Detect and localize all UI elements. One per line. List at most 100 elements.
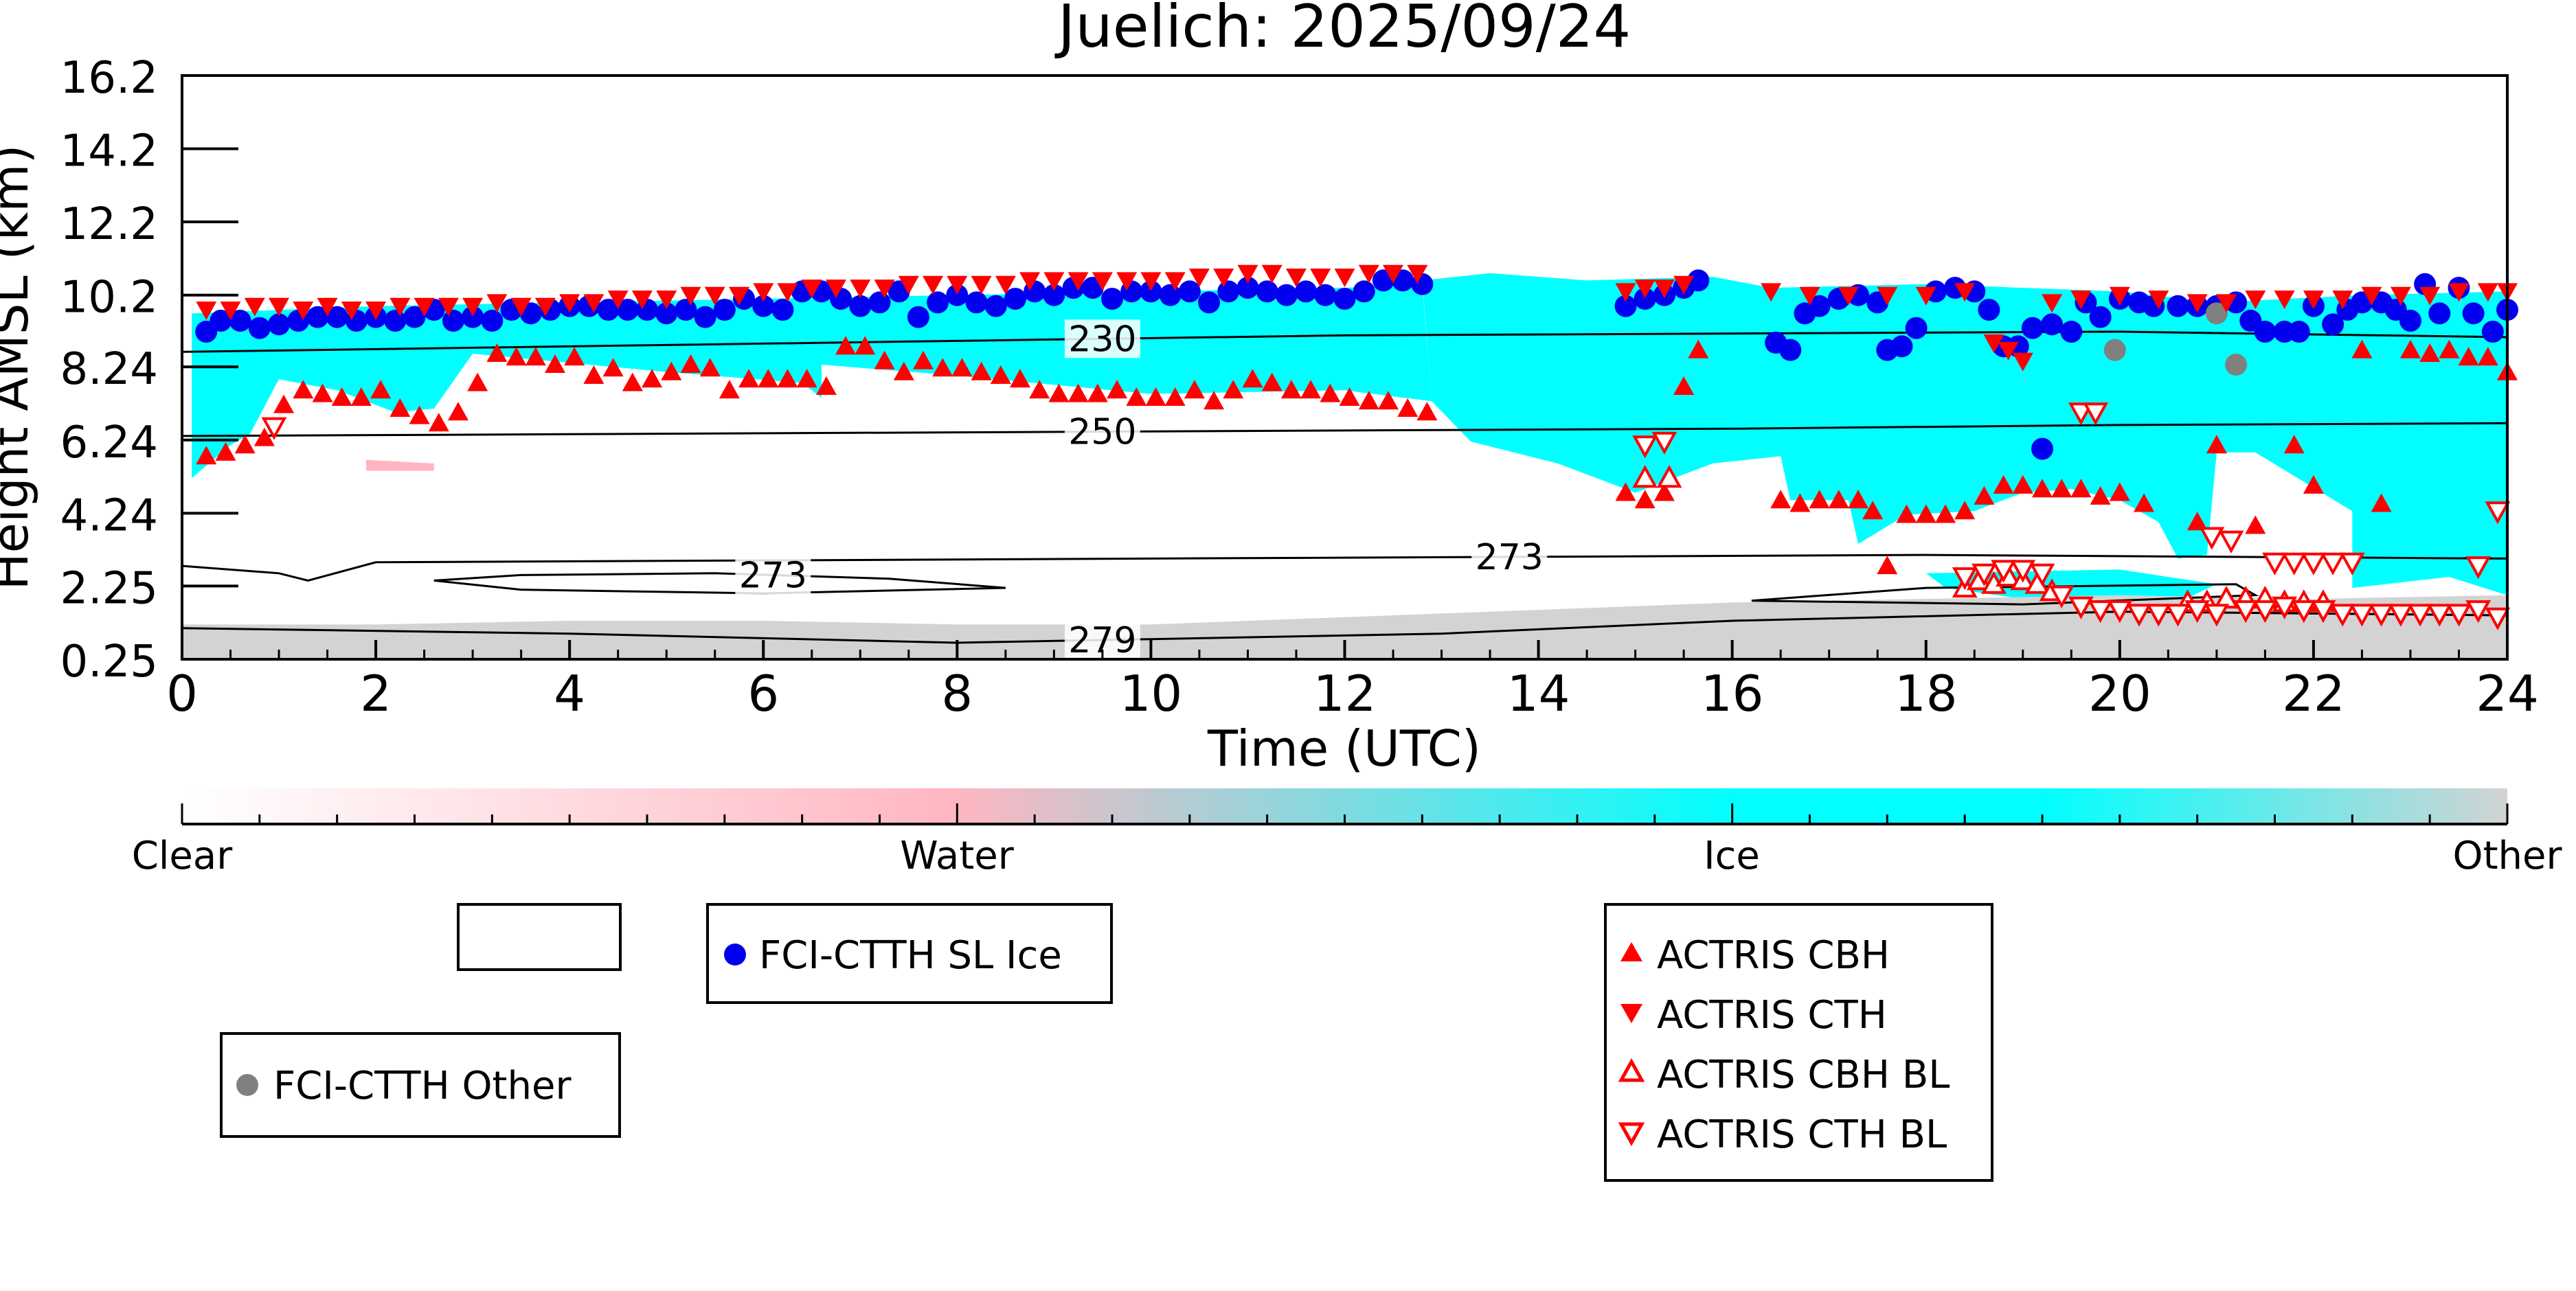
contour-label-3: 273 — [739, 555, 807, 596]
marker-actris-cbh-30 — [777, 369, 798, 388]
marker-actris-cth-bl-11 — [2107, 600, 2133, 624]
marker-actris-cth-bl-6 — [2010, 560, 2036, 583]
contour-line-5 — [182, 610, 2507, 644]
marker-actris-cbh-79 — [1954, 501, 1976, 520]
marker-fci-ctth-sl-ice-1 — [210, 310, 232, 332]
marker-actris-cbh-49 — [1145, 387, 1166, 406]
marker-actris-cth-bl-22 — [2329, 604, 2355, 627]
marker-actris-cth-bl-20 — [2291, 600, 2317, 624]
marker-actris-cth-21 — [704, 286, 725, 306]
marker-actris-cth-bl-38 — [2281, 552, 2307, 575]
marker-fci-ctth-sl-ice-2 — [229, 310, 251, 332]
marker-actris-cth-32 — [971, 275, 992, 295]
marker-fci-ctth-sl-ice-68 — [1687, 269, 1710, 292]
marker-actris-cth-16 — [583, 294, 605, 313]
y-tick-label-5: 10.2 — [60, 273, 159, 323]
marker-actris-cth-58 — [1877, 286, 1898, 306]
marker-actris-cbh-31 — [796, 369, 817, 388]
marker-actris-cth-12 — [486, 294, 508, 313]
legend-entry-actris-cth: ACTRIS CTH — [1657, 993, 1887, 1038]
marker-actris-cth-43 — [1237, 264, 1258, 284]
marker-actris-cth-53 — [1653, 279, 1675, 299]
marker-actris-cth-48 — [1358, 264, 1379, 284]
marker-fci-ctth-sl-ice-82 — [1978, 299, 2000, 321]
marker-actris-cth-19 — [656, 290, 677, 310]
marker-fci-ctth-sl-ice-55 — [1256, 280, 1278, 303]
marker-actris-cbh-37 — [913, 350, 934, 369]
marker-actris-cbh-63 — [1416, 402, 1438, 421]
marker-actris-cbh-21 — [602, 358, 624, 377]
marker-actris-cbh-78 — [1935, 504, 1956, 523]
marker-fci-ctth-sl-ice-14 — [462, 306, 484, 328]
marker-actris-cth-56 — [1799, 286, 1820, 306]
marker-fci-ctth-sl-ice-85 — [2021, 317, 2044, 339]
marker-actris-cth-bl-16 — [2204, 604, 2230, 627]
marker-fci-ctth-sl-ice-59 — [1333, 288, 1356, 310]
marker-actris-cth-bl-7 — [2029, 563, 2055, 586]
contour-label-bg-1 — [1064, 412, 1140, 451]
marker-actris-cth-bl-35 — [2199, 527, 2225, 550]
marker-fci-ctth-sl-ice-78 — [1905, 317, 1928, 339]
marker-fci-ctth-sl-ice-51 — [1178, 280, 1201, 303]
x-tick-label-11: 22 — [2282, 665, 2345, 722]
contour-label-bg-2 — [1471, 537, 1548, 576]
marker-actris-cth-72 — [2303, 290, 2324, 310]
marker-fci-ctth-sl-ice-30 — [771, 299, 794, 321]
marker-actris-cth-bl-9 — [2068, 596, 2094, 619]
marker-actris-cth-41 — [1188, 269, 1210, 288]
cloud-region-ice-1 — [1422, 273, 2507, 595]
marker-actris-cth-42 — [1213, 269, 1234, 288]
marker-fci-ctth-sl-ice-49 — [1140, 280, 1162, 303]
marker-actris-cbh-12 — [428, 413, 449, 432]
marker-actris-cth-36 — [1067, 272, 1089, 291]
marker-fci-ctth-sl-ice-42 — [1004, 288, 1026, 310]
marker-fci-ctth-sl-ice-6 — [306, 306, 329, 328]
marker-actris-cth-bl-33 — [2068, 402, 2094, 426]
marker-actris-cth-bl-5 — [1991, 560, 2016, 583]
marker-actris-cth-bl-8 — [2048, 585, 2075, 608]
marker-actris-cth-bl-30 — [2485, 607, 2511, 630]
marker-actris-cbh-41 — [990, 365, 1011, 384]
marker-actris-cbh-71 — [1809, 490, 1830, 509]
legend-marker-actris-cth-bl — [1618, 1122, 1645, 1147]
marker-actris-cth-8 — [389, 297, 411, 317]
marker-actris-cbh-22 — [622, 372, 643, 391]
marker-fci-ctth-sl-ice-64 — [1614, 295, 1637, 317]
marker-actris-cth-40 — [1164, 272, 1186, 291]
marker-fci-ctth-other-0 — [2103, 339, 2126, 361]
legend-marker-fci-sl-ice — [724, 944, 746, 966]
marker-actris-cbh-77 — [1915, 504, 1936, 523]
marker-actris-cbh-90 — [2206, 435, 2227, 454]
marker-actris-cbh-52 — [1204, 391, 1225, 410]
x-tick-label-3: 6 — [747, 665, 779, 722]
marker-fci-ctth-sl-ice-88 — [2060, 321, 2083, 343]
legend-entry-actris-cth-bl: ACTRIS CTH BL — [1657, 1112, 1947, 1157]
marker-actris-cbh-80 — [1974, 485, 1995, 505]
marker-actris-cbh-92 — [2283, 435, 2305, 454]
marker-actris-cth-bl-13 — [2145, 604, 2171, 627]
marker-fci-ctth-sl-ice-50 — [1159, 284, 1182, 306]
x-tick-label-0: 0 — [166, 665, 198, 722]
marker-actris-cbh-43 — [1029, 380, 1050, 399]
marker-fci-ctth-other-1 — [2205, 302, 2228, 325]
marker-actris-cth-22 — [729, 286, 749, 306]
marker-actris-cbh-73 — [1848, 490, 1868, 509]
marker-fci-ctth-sl-ice-99 — [2254, 321, 2276, 343]
marker-actris-cbh-45 — [1067, 383, 1089, 402]
marker-actris-cth-46 — [1310, 269, 1331, 288]
marker-actris-cbh-68 — [1688, 339, 1709, 358]
x-tick-label-2: 4 — [554, 665, 585, 722]
legend-fci-other: FCI-CTTH Other — [220, 1032, 621, 1138]
marker-actris-cbh-97 — [2419, 343, 2441, 362]
marker-actris-cth-bl-14 — [2165, 604, 2191, 627]
marker-actris-cth-34 — [1019, 272, 1041, 291]
marker-actris-cbh-32 — [815, 376, 837, 395]
x-tick-label-6: 12 — [1313, 665, 1377, 722]
marker-actris-cth-bl-1 — [1632, 435, 1658, 459]
marker-actris-cbh-62 — [1397, 398, 1419, 417]
marker-actris-cbh-bl-1 — [1656, 465, 1682, 488]
marker-actris-cth-44 — [1261, 264, 1283, 284]
legend-entry-fci-sl-ice: FCI-CTTH SL Ice — [759, 933, 1062, 978]
marker-actris-cbh-40 — [971, 361, 992, 380]
